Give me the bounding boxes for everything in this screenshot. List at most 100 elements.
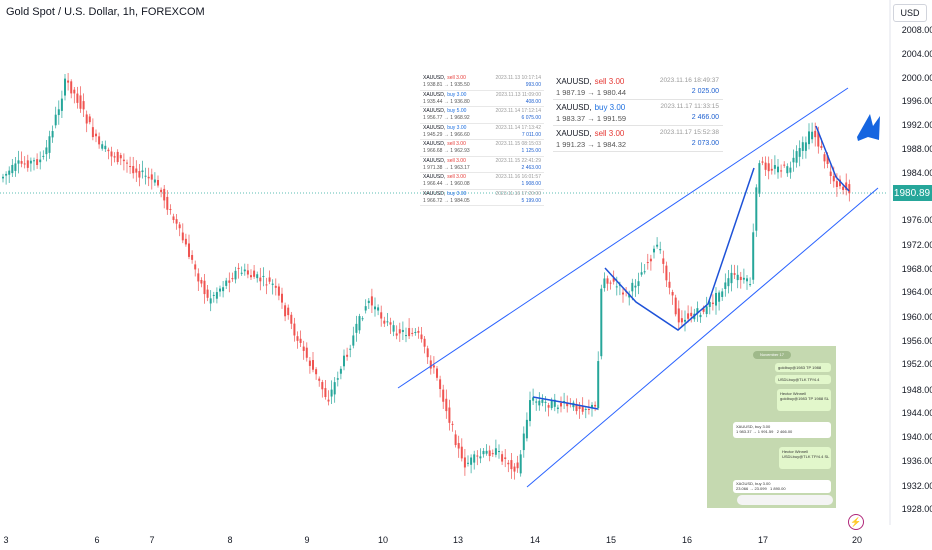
order-symbol: XAUUSD, buy 3.00 (423, 91, 467, 98)
candle-body (724, 282, 727, 289)
wave-path-1[interactable] (532, 396, 599, 410)
order-row: XAUUSD, buy 5.00 1 956.77 → 1 968.92 2023.1… (420, 107, 544, 124)
candle-body (451, 423, 454, 425)
wave-path-3[interactable] (815, 125, 850, 192)
candle-body (392, 325, 395, 332)
candle-body (746, 278, 748, 282)
order-total: 408.00 (525, 98, 541, 105)
order-side: buy 3.00 (447, 91, 467, 98)
candle-body (39, 159, 42, 163)
order-time: 2023.11.15 22:41:29 (495, 157, 541, 164)
candle-body (491, 453, 494, 455)
candle-body (842, 186, 845, 190)
candle-body (789, 167, 792, 173)
candle-body (70, 81, 73, 94)
currency-button[interactable]: USD (893, 4, 927, 22)
lightning-icon[interactable]: ⚡ (848, 514, 864, 530)
order-row: XAUUSD, sell 3.00 1 938.81 → 1 935.50 2023.… (420, 74, 544, 91)
candle-body (8, 170, 11, 175)
chat-screenshot: November 17 goldbuy@1983 TP 1988 USDLbuy… (707, 346, 836, 508)
up-arrow-icon[interactable] (857, 114, 880, 141)
candle-body (169, 208, 172, 210)
candle-body (336, 378, 339, 380)
order-row: XAUUSD, sell 3.00 1 966.44 → 1 960.08 2023.… (420, 173, 544, 190)
price-tick-label: 1976.00 (902, 215, 932, 225)
candle-body (166, 196, 169, 210)
candle-body (327, 399, 330, 402)
candle-body (51, 131, 54, 138)
candle-body (262, 275, 265, 277)
candle-body (29, 160, 32, 164)
candle-body (386, 321, 389, 323)
candle-body (228, 280, 231, 283)
candle-body (637, 281, 640, 287)
candle-body (739, 276, 742, 281)
candle-body (48, 136, 51, 153)
order-total: 2 025.00 (691, 88, 719, 95)
channel-upper-line[interactable] (397, 87, 849, 389)
candle-body (122, 159, 125, 162)
price-tick-label: 1936.00 (902, 456, 932, 466)
candle-body (401, 329, 404, 332)
candle-body (488, 450, 491, 457)
candle-body (206, 289, 209, 298)
candle-body (287, 307, 290, 316)
candle-body (237, 267, 240, 269)
candle-body (91, 127, 94, 138)
candle-body (299, 338, 302, 343)
chat-input (737, 495, 833, 505)
chat-message: Hector Winnell USDLbuy@TLK TP/4.4 SL (779, 447, 831, 469)
order-row: XAUUSD, sell 3.00 1 987.19 → 1 980.44 2023.… (553, 74, 723, 100)
time-tick-label: 13 (453, 535, 463, 545)
candle-body (566, 402, 569, 407)
price-tick-label: 1988.00 (902, 144, 932, 154)
price-tick-label: 1928.00 (902, 504, 932, 514)
candle-body (718, 292, 721, 302)
candle-body (501, 454, 504, 462)
order-time: 2023.11.16 18:49:37 (659, 77, 719, 84)
channel-lower-line[interactable] (526, 187, 879, 488)
order-symbol: XAUUSD, buy 3.00 (423, 190, 467, 197)
price-axis[interactable]: 2008.00 2004.00 2000.00 1996.00 1992.00 1988.… (902, 25, 932, 514)
candle-body (383, 320, 386, 324)
chat-message: XAUUSD, buy 3.00 1 983.37 → 1 991.59 2 4… (733, 422, 831, 438)
price-tick-label: 1948.00 (902, 385, 932, 395)
candle-body (649, 258, 652, 262)
candle-body (479, 456, 482, 459)
candle-body (364, 306, 367, 311)
candle-body (17, 160, 20, 164)
candle-body (324, 388, 327, 398)
candle-body (420, 334, 423, 340)
order-symbol: XAUUSD, sell 3.00 (423, 157, 466, 164)
candle-body (147, 176, 150, 179)
candle-body (631, 282, 634, 292)
candle-body (250, 275, 252, 278)
candle-body (600, 288, 603, 357)
candle-body (560, 402, 562, 407)
candle-body (696, 308, 699, 314)
time-tick-label: 15 (606, 535, 616, 545)
price-tick-label: 1996.00 (902, 96, 932, 106)
wave-path-2[interactable] (604, 167, 755, 331)
candle-body (773, 165, 776, 169)
candle-body (640, 272, 643, 275)
candle-body (811, 131, 814, 140)
candle-body (150, 174, 153, 180)
candle-body (820, 145, 823, 148)
candle-body (436, 368, 438, 378)
candle-body (780, 170, 783, 172)
time-tick-label: 20 (852, 535, 862, 545)
candle-body (792, 157, 795, 163)
candle-body (194, 264, 197, 270)
candle-body (727, 278, 730, 287)
time-tick-label: 14 (530, 535, 540, 545)
order-total: 2 073.00 (691, 140, 719, 147)
time-axis[interactable]: 3 6 7 8 9 10 13 14 15 16 17 20 (3, 535, 862, 545)
candle-body (2, 176, 4, 179)
candle-body (767, 163, 770, 172)
candle-body (284, 305, 287, 317)
order-side: sell 3.00 (594, 129, 625, 138)
candle-body (445, 398, 448, 412)
candle-body (848, 184, 851, 194)
